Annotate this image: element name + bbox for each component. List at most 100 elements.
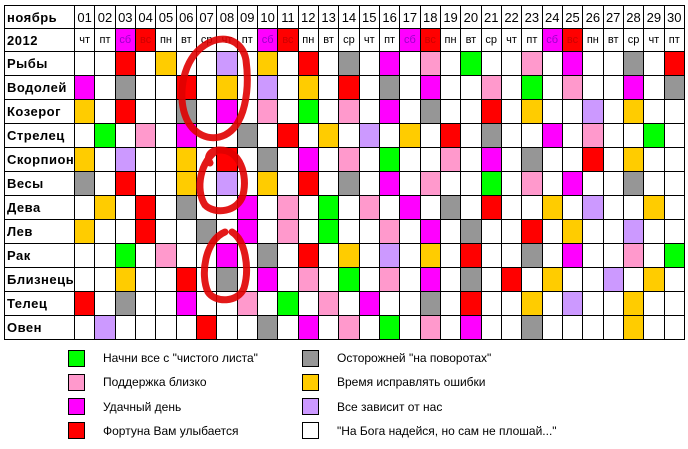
day-cell	[317, 147, 340, 172]
day-number: 04	[134, 5, 157, 29]
day-cell	[602, 267, 624, 292]
weekday: вс	[419, 28, 441, 52]
day-cell	[236, 99, 258, 124]
day-number: 14	[338, 5, 360, 29]
legend-item: Фортуна Вам улыбается	[68, 422, 239, 440]
day-cell	[297, 99, 319, 124]
day-cell	[73, 315, 96, 340]
day-cell	[663, 195, 686, 220]
day-cell	[439, 195, 462, 220]
day-cell	[439, 315, 462, 340]
day-cell	[175, 291, 197, 316]
day-cell	[521, 219, 543, 244]
day-cell	[175, 315, 197, 340]
day-cell	[622, 219, 645, 244]
day-cell	[582, 267, 604, 292]
day-cell	[561, 171, 584, 196]
day-cell	[439, 123, 462, 148]
day-cell	[94, 291, 116, 316]
day-cell	[643, 195, 665, 220]
day-cell	[602, 243, 624, 268]
day-cell	[419, 315, 441, 340]
weekday: вт	[602, 28, 624, 52]
day-cell	[500, 195, 523, 220]
legend-label: Все зависит от нас	[337, 399, 443, 414]
day-cell	[439, 243, 462, 268]
day-cell	[582, 75, 604, 100]
sign-row: Рыбы	[4, 51, 686, 76]
sign-name: Рыбы	[4, 51, 75, 76]
day-cell	[195, 315, 218, 340]
day-cell	[399, 291, 421, 316]
day-cell	[541, 51, 563, 76]
day-cell	[94, 243, 116, 268]
day-cell	[602, 315, 624, 340]
day-cell	[480, 219, 502, 244]
day-cell	[94, 267, 116, 292]
day-cell	[460, 315, 482, 340]
day-cell	[500, 123, 523, 148]
day-cell	[378, 123, 401, 148]
weekday: пт	[378, 28, 401, 52]
day-cell	[297, 243, 319, 268]
day-cell	[155, 315, 177, 340]
day-cell	[94, 219, 116, 244]
sign-row: Скорпион	[4, 147, 686, 172]
sign-name: Телец	[4, 291, 75, 316]
day-cell	[297, 147, 319, 172]
day-cell	[500, 51, 523, 76]
day-number: 06	[175, 5, 197, 29]
day-cell	[358, 171, 380, 196]
weekday: вт	[460, 28, 482, 52]
day-number: 08	[216, 5, 238, 29]
day-cell	[643, 51, 665, 76]
day-cell	[277, 171, 299, 196]
day-cell	[643, 147, 665, 172]
day-number: 16	[378, 5, 401, 29]
legend-item: "На Бога надейся, но сам не плошай..."	[302, 422, 557, 440]
day-cell	[602, 219, 624, 244]
day-cell	[541, 99, 563, 124]
day-cell	[94, 315, 116, 340]
day-cell	[460, 75, 482, 100]
day-cell	[236, 267, 258, 292]
day-cell	[460, 195, 482, 220]
day-cell	[439, 267, 462, 292]
day-cell	[155, 123, 177, 148]
weekday: пн	[582, 28, 604, 52]
day-cell	[378, 195, 401, 220]
day-cell	[500, 99, 523, 124]
sign-name: Близнецы	[4, 267, 75, 292]
day-cell	[175, 123, 197, 148]
day-cell	[73, 99, 96, 124]
sign-row: Овен	[4, 315, 686, 340]
day-cell	[358, 315, 380, 340]
day-cell	[663, 75, 686, 100]
day-cell	[317, 75, 340, 100]
sign-name: Овен	[4, 315, 75, 340]
day-cell	[317, 267, 340, 292]
day-cell	[541, 123, 563, 148]
day-cell	[73, 147, 96, 172]
day-cell	[338, 291, 360, 316]
day-cell	[358, 219, 380, 244]
day-cell	[541, 267, 563, 292]
legend-swatch	[302, 373, 319, 391]
day-cell	[175, 171, 197, 196]
day-cell	[460, 219, 482, 244]
day-cell	[663, 99, 686, 124]
weekday: ср	[338, 28, 360, 52]
day-cell	[378, 219, 401, 244]
day-cell	[521, 291, 543, 316]
legend-swatch	[68, 349, 85, 367]
day-cell	[256, 291, 279, 316]
day-number: 12	[297, 5, 319, 29]
day-cell	[561, 147, 584, 172]
day-cell	[73, 243, 96, 268]
day-cell	[256, 267, 279, 292]
weekday: чт	[358, 28, 380, 52]
horoscope-calendar-table: ноябрь 01 02 03 04 05 06 07 08 09 10 11 12 13 14 15 16 17…	[4, 5, 686, 340]
legend: Начни все с "чистого листа" Поддержка бли…	[68, 349, 668, 445]
day-cell	[460, 147, 482, 172]
day-cell	[114, 75, 136, 100]
